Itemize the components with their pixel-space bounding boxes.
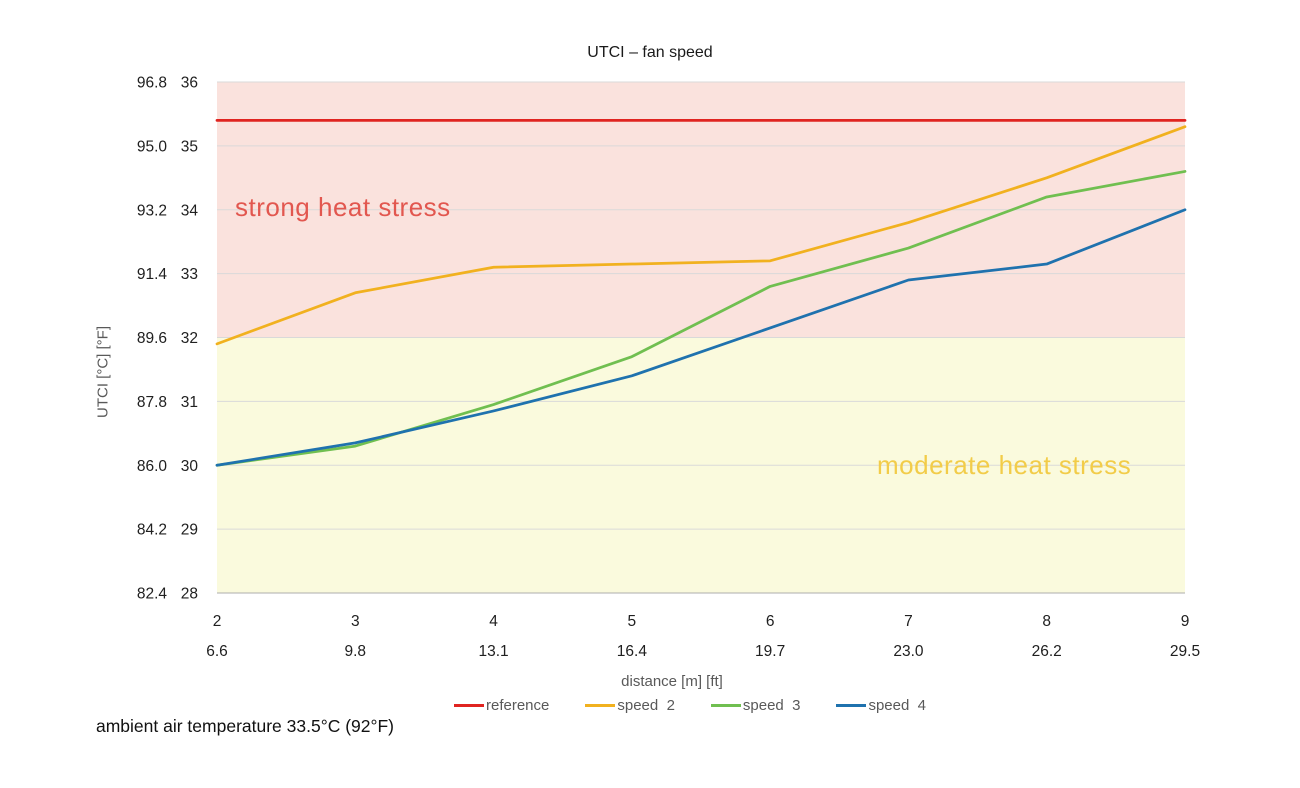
- svg-text:4: 4: [489, 613, 498, 630]
- series-line-speed-2: [215, 125, 1187, 346]
- svg-text:35: 35: [181, 138, 198, 155]
- svg-text:2: 2: [213, 613, 222, 630]
- svg-text:87.8: 87.8: [137, 394, 167, 411]
- x-tick-labels: 2 6.6 3 9.8 4 13.1 5 16.4 6 19.7 7 23.0 8 26.2 9 29.5: [206, 613, 1200, 660]
- svg-text:19.7: 19.7: [755, 643, 785, 660]
- svg-text:84.2: 84.2: [137, 522, 167, 539]
- svg-text:91.4: 91.4: [137, 266, 168, 283]
- svg-text:5: 5: [628, 613, 637, 630]
- legend-item-reference: reference: [453, 697, 550, 714]
- svg-text:26.2: 26.2: [1032, 643, 1062, 660]
- svg-text:16.4: 16.4: [617, 643, 648, 660]
- legend-item-speed-3: speed 3: [710, 697, 801, 714]
- legend-item-speed-2: speed 2: [585, 697, 675, 714]
- svg-text:93.2: 93.2: [137, 202, 167, 219]
- legend: reference speed 2 speed 3 speed 4: [80, 697, 1300, 714]
- svg-text:32: 32: [181, 330, 198, 347]
- series-line-speed-4: [215, 208, 1187, 467]
- svg-text:95.0: 95.0: [137, 138, 168, 155]
- svg-text:33: 33: [181, 266, 198, 283]
- legend-label: speed 2: [617, 697, 675, 714]
- svg-text:3: 3: [351, 613, 360, 630]
- svg-text:13.1: 13.1: [478, 643, 508, 660]
- svg-text:29.5: 29.5: [1170, 643, 1200, 660]
- speed-3-line-swatch: [710, 704, 741, 707]
- reference-line-swatch: [453, 704, 484, 707]
- svg-text:96.8: 96.8: [137, 75, 167, 92]
- x-axis-title: distance [m] [ft]: [621, 673, 723, 690]
- legend-item-speed-4: speed 4: [836, 697, 926, 714]
- legend-label: reference: [485, 697, 550, 714]
- svg-text:89.6: 89.6: [137, 330, 167, 347]
- svg-text:28: 28: [181, 586, 198, 603]
- svg-text:9: 9: [1181, 613, 1190, 630]
- svg-text:34: 34: [181, 202, 199, 219]
- svg-text:8: 8: [1042, 613, 1051, 630]
- svg-text:36: 36: [181, 75, 198, 92]
- y-tick-labels: 96.8 36 95.0 35 93.2 34 91.4 33 89.6 32 87.8 31 86.0…: [137, 75, 199, 603]
- svg-text:23.0: 23.0: [893, 643, 924, 660]
- svg-text:29: 29: [181, 522, 198, 539]
- ambient-temperature-note: ambient air temperature 33.5°C (92°F): [96, 716, 395, 736]
- gridlines: [217, 81, 1185, 594]
- zone-label-strong-heat-stress: strong heat stress: [235, 192, 451, 222]
- svg-text:82.4: 82.4: [137, 586, 168, 603]
- svg-text:6: 6: [766, 613, 775, 630]
- y-axis-title: UTCI [°C] [°F]: [94, 326, 112, 418]
- legend-label: speed 3: [742, 697, 801, 714]
- svg-text:30: 30: [181, 458, 199, 475]
- legend-label: speed 4: [868, 697, 926, 714]
- speed-2-line-swatch: [585, 704, 616, 707]
- svg-text:7: 7: [904, 613, 913, 630]
- zone-label-moderate-heat-stress: moderate heat stress: [877, 450, 1132, 480]
- svg-text:6.6: 6.6: [206, 643, 228, 660]
- series-line-speed-3: [215, 170, 1187, 467]
- speed-4-line-swatch: [836, 704, 867, 707]
- svg-text:9.8: 9.8: [345, 643, 367, 660]
- svg-text:86.0: 86.0: [137, 458, 168, 475]
- chart-title: UTCI – fan speed: [587, 44, 713, 61]
- svg-text:31: 31: [181, 394, 198, 411]
